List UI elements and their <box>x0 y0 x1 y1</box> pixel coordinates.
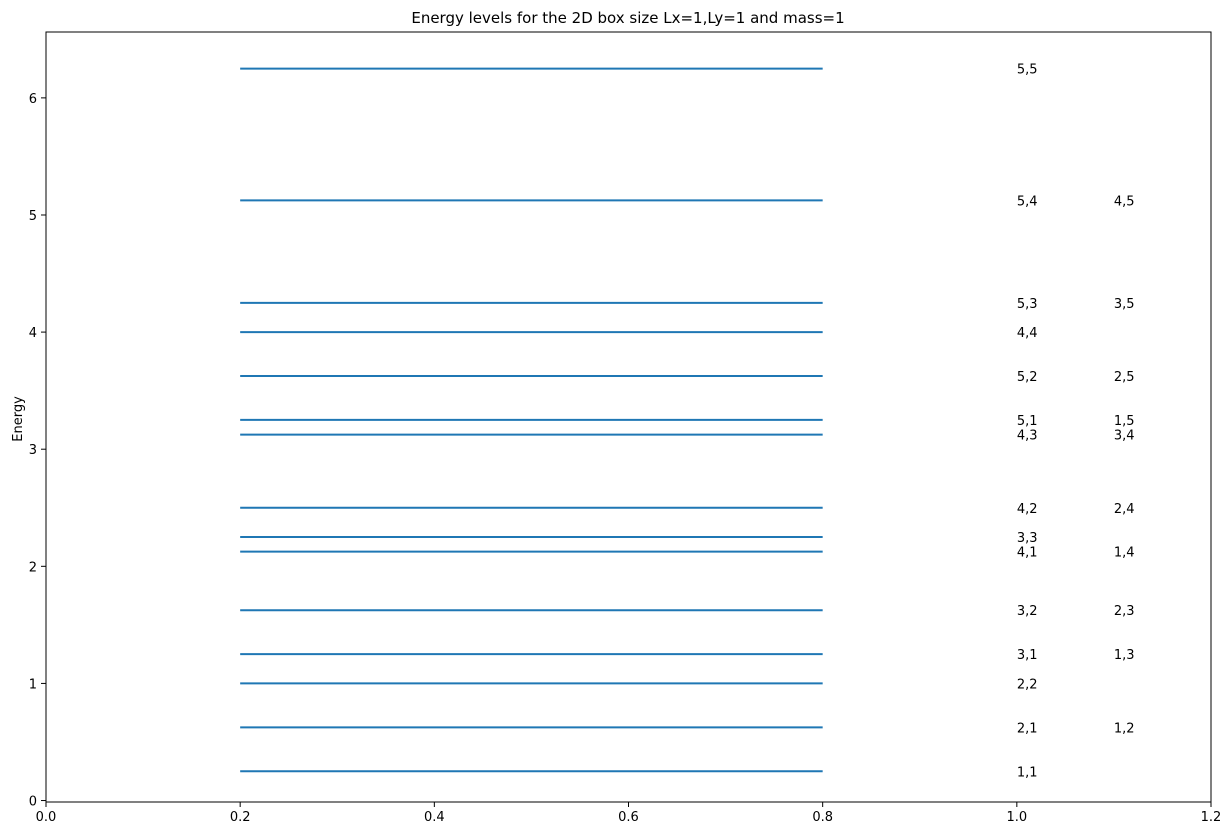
level-label: 4,4 <box>1017 326 1038 341</box>
plot-frame <box>45 31 1212 803</box>
x-tick-label: 1.2 <box>1201 810 1222 825</box>
level-label: 3,2 <box>1017 604 1038 619</box>
level-label: 5,1 <box>1017 414 1038 429</box>
level-label: 1,1 <box>1017 765 1038 780</box>
level-label: 2,1 <box>1017 721 1038 736</box>
x-axis-ticks: 0.0 0.2 0.4 0.6 0.8 1.0 1.2 <box>36 802 1222 825</box>
x-tick-label: 0.0 <box>36 810 57 825</box>
y-tick-label: 0 <box>29 795 37 810</box>
level-label: 3,5 <box>1114 297 1135 312</box>
level-label: 1,2 <box>1114 721 1135 736</box>
level-label: 5,2 <box>1017 370 1038 385</box>
level-label: 5,3 <box>1017 297 1038 312</box>
chart-title: Energy levels for the 2D box size Lx=1,L… <box>411 9 844 27</box>
level-label: 3,1 <box>1017 648 1038 663</box>
x-tick-label: 0.4 <box>424 810 445 825</box>
energy-levels <box>240 67 823 773</box>
level-label: 2,4 <box>1114 502 1135 517</box>
y-tick-label: 5 <box>29 209 37 224</box>
y-tick-label: 4 <box>29 326 37 341</box>
y-tick-label: 3 <box>29 443 37 458</box>
level-label: 5,4 <box>1017 194 1038 209</box>
level-label: 5,5 <box>1017 63 1038 78</box>
y-axis-label: Energy <box>11 396 26 442</box>
y-tick-label: 6 <box>29 92 37 107</box>
level-label: 1,3 <box>1114 648 1135 663</box>
level-label: 4,2 <box>1017 502 1038 517</box>
level-label: 4,3 <box>1017 429 1038 444</box>
level-label: 3,3 <box>1017 531 1038 546</box>
x-tick-label: 0.8 <box>812 810 833 825</box>
level-label: 2,5 <box>1114 370 1135 385</box>
x-tick-label: 0.6 <box>618 810 639 825</box>
level-label: 4,1 <box>1017 546 1038 561</box>
x-tick-label: 0.2 <box>230 810 251 825</box>
level-label: 1,5 <box>1114 414 1135 429</box>
x-tick-label: 1.0 <box>1006 810 1027 825</box>
level-label: 2,3 <box>1114 604 1135 619</box>
y-tick-label: 1 <box>29 677 37 692</box>
level-label: 3,4 <box>1114 429 1135 444</box>
y-tick-label: 2 <box>29 560 37 575</box>
level-label: 4,5 <box>1114 194 1135 209</box>
level-label: 2,2 <box>1017 677 1038 692</box>
level-annotations: 1,1 2,1 1,2 2,2 3,1 1,3 3,2 2,3 4,1 1,4 3,3 4,2 2,4 4… <box>1017 63 1135 781</box>
level-label: 1,4 <box>1114 546 1135 561</box>
y-axis-ticks: 0 1 2 3 4 5 6 <box>29 92 46 810</box>
